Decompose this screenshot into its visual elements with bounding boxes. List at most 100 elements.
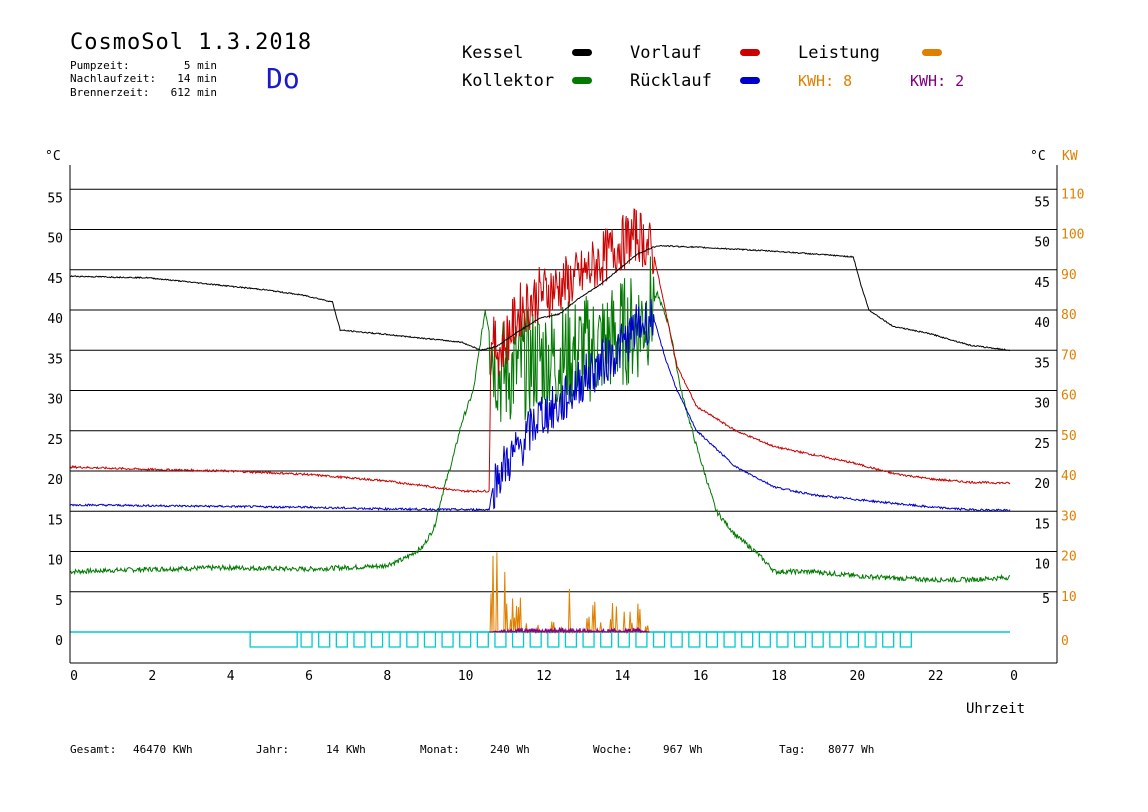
info-nachlaufzeit-label: Nachlaufzeit: [70, 72, 157, 85]
x-tick-label: 2 [148, 669, 156, 684]
y-tick-label: 15 [47, 513, 63, 528]
pump-pulse [406, 631, 419, 648]
left-axis-unit: °C [45, 149, 61, 164]
footer-tag-label: Tag: [779, 743, 806, 756]
pump-pulse [423, 631, 437, 648]
pump-pulse [318, 631, 331, 648]
y-tick-label: 5 [55, 594, 63, 609]
legend-ruecklauf: Rücklauf [630, 71, 712, 91]
legend-kessel-swatch [572, 49, 592, 56]
series-ruecklauf [69, 299, 1011, 512]
pump-pulse [582, 631, 595, 648]
legend-kwh-b: KWH: 2 [910, 72, 965, 90]
y-right-tick-label: 5 [1042, 592, 1050, 607]
right-axis-unit-c: °C [1030, 149, 1046, 164]
footer-gesamt-value: 46470 KWh [133, 743, 193, 756]
legend-leistung: Leistung [798, 43, 880, 63]
y-right-tick-label: 20 [1034, 477, 1050, 492]
x-tick-label: 4 [227, 669, 235, 684]
x-tick-label: 6 [305, 669, 313, 684]
x-tick-label: 10 [458, 669, 474, 684]
x-tick-label: 14 [615, 669, 631, 684]
pump-pulse [864, 631, 877, 648]
y-tick-label: 50 [47, 232, 63, 247]
pump-pulse [652, 631, 666, 648]
y2-tick-label: 80 [1061, 308, 1077, 323]
footer-monat-label: Monat: [420, 743, 460, 756]
legend-kwh-a: KWH: 8 [798, 72, 853, 90]
y-tick-label: 20 [47, 473, 63, 488]
pump-pulse [388, 631, 401, 648]
footer-tag-value: 8077 Wh [828, 743, 875, 756]
pump-pulse [829, 631, 842, 648]
legend-leistung-swatch [922, 49, 942, 56]
y2-tick-label: 0 [1061, 634, 1069, 649]
y-right-tick-label: 40 [1034, 316, 1050, 331]
y-right-tick-label: 25 [1034, 437, 1050, 452]
y2-tick-label: 90 [1061, 268, 1077, 283]
pump-pulse [882, 631, 895, 648]
y-tick-label: 0 [55, 634, 63, 649]
y-right-tick-label: 10 [1034, 558, 1050, 573]
x-tick-label: 20 [850, 669, 866, 684]
y2-tick-label: 50 [1061, 429, 1077, 444]
x-tick-label: 8 [383, 669, 391, 684]
pump-pulse [370, 631, 384, 648]
pump-pulse [776, 631, 789, 648]
right-axis-unit-kw: KW [1062, 149, 1078, 164]
weekday-label: Do [266, 62, 300, 95]
y-tick-label: 30 [47, 393, 63, 408]
footer-jahr-value: 14 KWh [326, 743, 366, 756]
y2-tick-label: 20 [1061, 550, 1077, 565]
y-right-tick-label: 45 [1034, 276, 1050, 291]
y2-tick-label: 70 [1061, 348, 1077, 363]
y-right-tick-label: 35 [1034, 356, 1050, 371]
axis-layer [69, 165, 1058, 664]
pump-pulse [476, 631, 489, 648]
y2-tick-label: 100 [1061, 228, 1084, 243]
series-kwh-b [489, 627, 650, 634]
pump-pulse [441, 631, 454, 648]
y-tick-label: 40 [47, 312, 63, 327]
series-kessel [69, 244, 1011, 352]
footer-monat-value: 240 Wh [490, 743, 530, 756]
legend-vorlauf-swatch [740, 49, 760, 56]
info-pumpzeit-label: Pumpzeit: [70, 59, 130, 72]
series-vorlauf [69, 208, 1011, 493]
pump-pulse [511, 631, 525, 648]
pump-pulse [811, 631, 824, 648]
pump-layer [70, 631, 1010, 648]
y2-tick-label: 40 [1061, 469, 1077, 484]
x-tick-label: 16 [693, 669, 709, 684]
pump-pulse [617, 631, 630, 648]
y-right-tick-label: 55 [1034, 195, 1050, 210]
x-tick-label: 18 [771, 669, 787, 684]
x-tick-label: 0 [1010, 669, 1018, 684]
y-tick-label: 10 [47, 554, 63, 569]
pump-pulse [758, 631, 771, 648]
legend-kollektor: Kollektor [462, 71, 555, 91]
y-right-tick-label: 30 [1034, 397, 1050, 412]
series-kollektor [69, 256, 1011, 584]
footer-jahr-label: Jahr: [256, 743, 290, 756]
pump-pulse [793, 631, 807, 648]
pump-pulse [723, 631, 736, 648]
info-brennerzeit-label: Brennerzeit: [70, 86, 150, 99]
legend-kessel: Kessel [462, 43, 524, 63]
x-tick-label: 22 [928, 669, 944, 684]
info-nachlaufzeit-value: 14 min [177, 72, 217, 85]
tick-layer: 0510152025303540455055510152025303540455… [47, 187, 1084, 684]
pump-pulse [564, 631, 578, 648]
y2-tick-label: 30 [1061, 509, 1077, 524]
series-layer [69, 208, 1011, 634]
legend-ruecklauf-swatch [740, 77, 760, 84]
pump-pulse [846, 631, 860, 648]
y2-tick-label: 10 [1061, 590, 1077, 605]
y-tick-label: 45 [47, 272, 63, 287]
footer-gesamt-label: Gesamt: [70, 743, 117, 756]
pump-pulse [300, 631, 313, 648]
pump-pulse [670, 631, 683, 648]
pump-pulse [529, 631, 542, 648]
pump-pulse [547, 631, 560, 648]
